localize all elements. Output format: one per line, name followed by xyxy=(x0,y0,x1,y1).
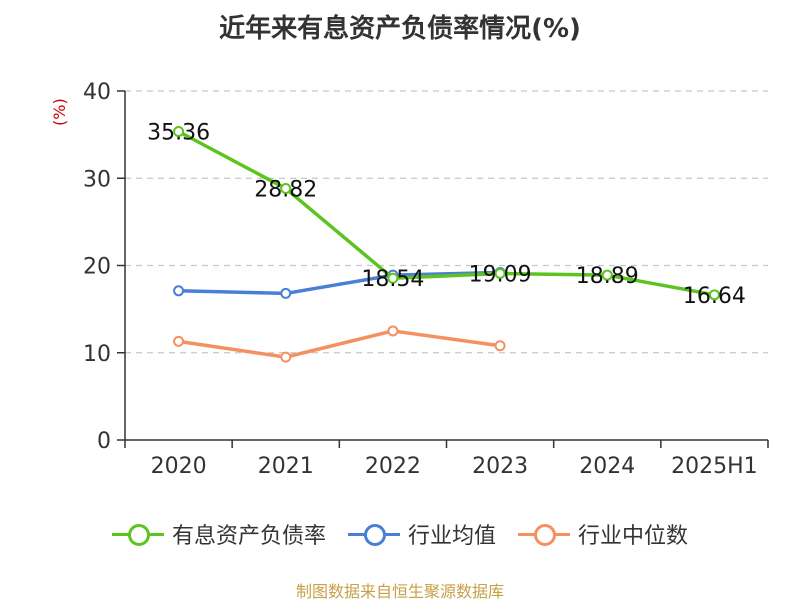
data-point-s0-2023 xyxy=(494,267,506,279)
data-source-note: 制图数据来自恒生聚源数据库 xyxy=(295,582,504,601)
data-point-s2-2023 xyxy=(494,340,506,352)
legend-label-debt-ratio: 有息资产负债率 xyxy=(171,524,326,549)
y-tick-label-0: 0 xyxy=(97,429,111,454)
chart-title: 近年来有息资产负债率情况(%) xyxy=(219,14,581,44)
x-tick-label-2024: 2024 xyxy=(579,454,635,479)
data-label-2024: 18.89 xyxy=(576,264,639,289)
data-point-s1-2020 xyxy=(173,285,185,297)
data-point-s0-2025H1 xyxy=(708,289,720,301)
data-label-2021: 28.82 xyxy=(254,178,317,203)
data-label-2025H1: 16.64 xyxy=(683,284,746,309)
data-point-s0-2020 xyxy=(173,125,185,137)
y-tick-label-20: 20 xyxy=(83,255,111,280)
x-tick-label-2021: 2021 xyxy=(258,454,314,479)
data-point-s2-2020 xyxy=(173,335,185,347)
data-point-s1-2021 xyxy=(280,287,292,299)
data-point-s2-2021 xyxy=(280,351,292,363)
data-label-2023: 19.09 xyxy=(469,262,532,287)
data-point-s2-2022 xyxy=(387,325,399,337)
x-tick-label-2025H1: 2025H1 xyxy=(671,454,758,479)
legend-label-industry-mean: 行业均值 xyxy=(407,524,496,549)
legend: 有息资产负债率 行业均值 行业中位数 xyxy=(0,518,800,550)
y-tick-label-10: 10 xyxy=(83,342,111,367)
series-line-0 xyxy=(177,129,715,297)
series-line-1 xyxy=(178,270,501,296)
y-tick-label-30: 30 xyxy=(83,167,111,192)
legend-item-debt-ratio[interactable]: 有息资产负债率 xyxy=(111,518,326,550)
x-tick-label-2023: 2023 xyxy=(472,454,528,479)
data-point-s0-2022 xyxy=(387,272,399,284)
legend-item-industry-median[interactable]: 行业中位数 xyxy=(518,518,688,550)
data-label-2020: 35.36 xyxy=(147,120,210,145)
x-tick-label-2020: 2020 xyxy=(151,454,207,479)
series-line-2 xyxy=(178,329,501,359)
legend-label-industry-median: 行业中位数 xyxy=(578,524,689,549)
data-point-s0-2021 xyxy=(280,183,292,195)
legend-swatch-industry-median xyxy=(518,522,570,546)
legend-item-industry-mean[interactable]: 行业均值 xyxy=(347,518,496,550)
legend-swatch-industry-mean xyxy=(347,522,400,546)
y-tick-label-40: 40 xyxy=(83,80,111,105)
data-point-s0-2024 xyxy=(601,269,613,281)
legend-swatch-debt-ratio xyxy=(111,522,164,546)
x-tick-label-2022: 2022 xyxy=(365,454,421,479)
data-label-2022: 18.54 xyxy=(361,267,424,292)
